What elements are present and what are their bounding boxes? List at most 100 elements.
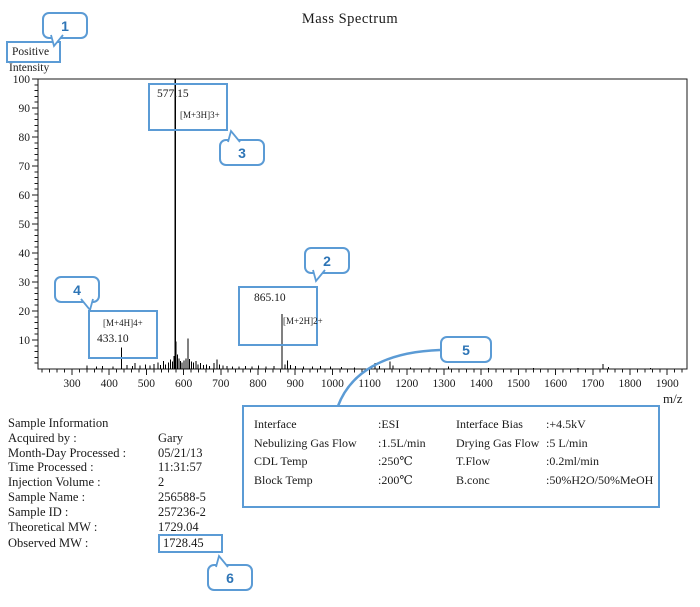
- sample-info-value: 1729.04: [158, 519, 199, 534]
- sample-info-value: 05/21/13: [158, 445, 203, 460]
- x-tick-label: 1000: [321, 378, 344, 390]
- y-tick-label: 100: [13, 74, 31, 86]
- sample-info: Sample Information Acquired by : Gary Mont…: [8, 416, 248, 554]
- param-label: CDL Temp: [254, 454, 308, 468]
- callout-4: 4: [54, 276, 100, 312]
- param-value: :+4.5kV: [546, 417, 586, 431]
- instrument-param-row: Nebulizing Gas Flow :1.5L/min: [254, 434, 452, 453]
- instrument-param-row: B.conc :50%H2O/50%MeOH: [456, 471, 660, 490]
- peak-mz-label-577: 577.15: [157, 88, 189, 100]
- param-value: :50%H2O/50%MeOH: [546, 472, 654, 487]
- x-tick-label: 1900: [656, 378, 679, 390]
- callout-tail-icon: [215, 554, 229, 568]
- param-label: T.Flow: [456, 454, 491, 468]
- instrument-params-left-column: Interface :ESI Nebulizing Gas Flow :1.5L/mi…: [254, 415, 452, 489]
- instrument-param-row: Interface :ESI: [254, 415, 452, 434]
- y-tick-label: 70: [19, 161, 31, 173]
- callout-3: 3: [219, 129, 265, 166]
- sample-info-header: Sample Information: [8, 416, 109, 430]
- callout-tail-icon: [227, 129, 241, 143]
- param-value: :1.5L/min: [378, 435, 426, 450]
- sample-info-label: Injection Volume :: [8, 475, 101, 490]
- y-axis-tick-labels: 10 20 30 40 50 60 70 80 90 100: [13, 74, 31, 347]
- param-value: :0.2ml/min: [546, 454, 600, 468]
- instrument-param-row: Drying Gas Flow:5 L/min: [456, 434, 660, 453]
- y-tick-label: 50: [19, 219, 31, 231]
- sample-info-row: Injection Volume : 2: [8, 475, 248, 490]
- param-value: :250℃: [378, 454, 413, 468]
- y-tick-label: 20: [19, 306, 31, 318]
- param-label: B.conc: [456, 472, 490, 487]
- x-tick-label: 400: [101, 378, 119, 390]
- sample-info-label: Sample Name :: [8, 489, 86, 504]
- chart-title: Mass Spectrum: [301, 11, 399, 27]
- instrument-param-row: T.Flow :0.2ml/min: [456, 452, 660, 471]
- y-tick-label: 90: [19, 103, 31, 115]
- observed-mw-box: 1728.45: [158, 534, 223, 554]
- x-tick-label: 1300: [433, 378, 456, 390]
- callout-4-number: 4: [73, 281, 81, 298]
- param-label: Block Temp: [254, 472, 313, 487]
- sample-info-label: Acquired by :: [8, 430, 77, 445]
- sample-info-value: 256588-5: [158, 489, 206, 504]
- y-axis-label-positive-box: Positive: [6, 41, 61, 63]
- x-axis-unit-label: m/z: [663, 391, 683, 406]
- param-label: Interface: [254, 417, 297, 431]
- param-label: Drying Gas Flow: [456, 435, 540, 450]
- sample-info-value: 257236-2: [158, 504, 206, 519]
- peak-mz-label-865: 865.10: [254, 292, 286, 304]
- spectrum-peaks: [86, 79, 651, 369]
- x-tick-label: 800: [249, 378, 267, 390]
- callout-3-number: 3: [238, 144, 246, 161]
- instrument-parameters-box: Interface :ESI Nebulizing Gas Flow :1.5L/mi…: [242, 405, 660, 508]
- instrument-param-row: Interface Bias :+4.5kV: [456, 415, 660, 434]
- sample-info-row: Sample ID : 257236-2: [8, 505, 248, 520]
- param-label: Nebulizing Gas Flow: [254, 435, 357, 450]
- callout5-connector-curve: [336, 348, 441, 407]
- y-tick-label: 10: [19, 335, 31, 347]
- callout-1-number: 1: [61, 17, 69, 34]
- sample-info-row: Month-Day Processed : 05/21/13: [8, 446, 248, 461]
- peak-ion-label-433: [M+4H]4+: [103, 318, 143, 328]
- x-tick-label: 1400: [470, 378, 493, 390]
- param-value: :200℃: [378, 472, 413, 487]
- peak-ion-label-865: [M+2H]2+: [283, 316, 323, 326]
- sample-info-label: Month-Day Processed :: [8, 445, 127, 460]
- sample-info-value: Gary: [158, 430, 183, 445]
- callout-5: 5: [440, 336, 492, 363]
- sample-info-row: Acquired by : Gary: [8, 431, 248, 446]
- x-tick-label: 900: [287, 378, 305, 390]
- callout-2: 2: [304, 247, 350, 283]
- sample-info-value: 11:31:57: [158, 460, 202, 475]
- x-tick-label: 1600: [544, 378, 567, 390]
- sample-info-label: Time Processed :: [8, 460, 94, 475]
- param-label: Interface Bias: [456, 417, 523, 431]
- instrument-params-right-column: Interface Bias :+4.5kV Drying Gas Flow:5 L…: [456, 415, 660, 489]
- sample-info-row: Time Processed : 11:31:57: [8, 460, 248, 475]
- callout-6: 6: [207, 554, 253, 591]
- peak-box-865: 865.10 [M+2H]2+: [238, 286, 323, 346]
- x-tick-label: 1200: [395, 378, 418, 390]
- instrument-param-row: CDL Temp :250℃: [254, 452, 452, 471]
- callout-tail-icon: [80, 298, 94, 312]
- x-tick-label: 1800: [619, 378, 642, 390]
- peak-box-577: 577.15 [M+3H]3+: [148, 83, 228, 131]
- callout-2-number: 2: [323, 252, 331, 269]
- peak-box-433: [M+4H]4+ 433.10: [88, 310, 158, 359]
- sample-info-row: Observed MW : 1728.45: [8, 534, 248, 554]
- y-axis-label-positive: Positive: [12, 46, 50, 58]
- x-tick-label: 500: [138, 378, 156, 390]
- callout-5-number: 5: [462, 341, 470, 358]
- y-axis-label-intensity: Intensity: [9, 62, 50, 74]
- callout-1: 1: [42, 12, 88, 48]
- sample-info-rows: Acquired by : Gary Month-Day Processed : 05…: [8, 431, 248, 554]
- y-tick-label: 80: [19, 132, 31, 144]
- callout-tail-icon: [312, 269, 326, 283]
- x-tick-label: 1500: [507, 378, 530, 390]
- peak-ion-label-577: [M+3H]3+: [180, 110, 220, 120]
- y-axis-ticks: [32, 78, 38, 364]
- param-value: :ESI: [378, 417, 400, 431]
- x-tick-label: 600: [175, 378, 193, 390]
